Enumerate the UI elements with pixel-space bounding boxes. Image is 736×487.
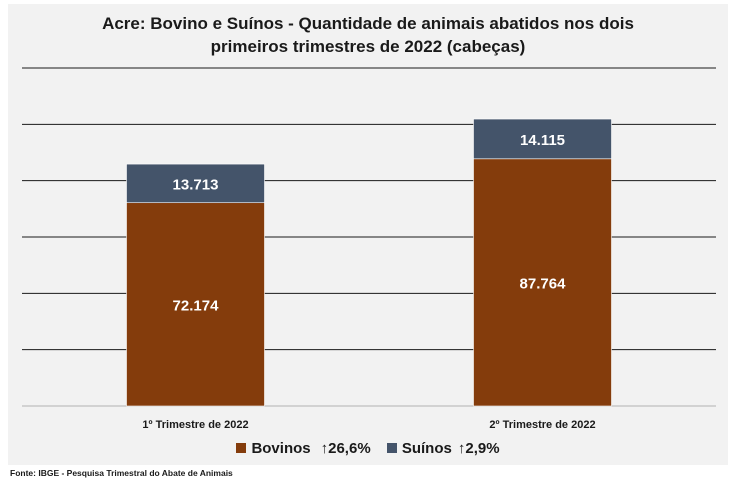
legend-change-bovinos: 26,6% [328, 440, 371, 457]
legend-item-suinos: Suínos ↑2,9% [386, 440, 500, 457]
legend-label-suinos: Suínos [401, 440, 452, 457]
chart-title-line-1: Acre: Bovino e Suínos - Quantidade de an… [102, 14, 634, 33]
bar-suinos [473, 118, 612, 160]
up-arrow-icon: ↑ [457, 440, 466, 457]
data-label: 72.174 [173, 297, 220, 314]
chart-title-line-2: primeiros trimestres de 2022 (cabeças) [210, 37, 526, 56]
legend-swatch-suinos [386, 443, 397, 453]
source-note: Fonte: IBGE - Pesquisa Trimestral do Aba… [10, 468, 233, 478]
legend: Bovinos ↑26,6% Suínos ↑2,9% [8, 440, 728, 457]
bar-bovinos [126, 202, 265, 407]
x-tick-label: 2º Trimestre de 2022 [489, 419, 595, 431]
chart-frame: Acre: Bovino e Suínos - Quantidade de an… [8, 4, 728, 465]
data-label: 87.764 [520, 275, 567, 292]
legend-label-bovinos: Bovinos [251, 440, 311, 457]
data-label: 13.713 [173, 176, 219, 193]
legend-change-suinos: 2,9% [465, 440, 500, 457]
legend-swatch-bovinos [236, 443, 247, 453]
x-tick-label: 1º Trimestre de 2022 [142, 419, 248, 431]
bar-chart: 72.174 13.713 1º Trimestre de 2022 87.764 14… [22, 67, 716, 431]
up-arrow-icon: ↑ [320, 440, 329, 457]
bar-suinos [126, 163, 265, 204]
chart-title: Acre: Bovino e Suínos - Quantidade de an… [8, 12, 728, 58]
legend-item-bovinos: Bovinos ↑26,6% [236, 440, 371, 457]
data-label: 14.115 [520, 132, 565, 149]
